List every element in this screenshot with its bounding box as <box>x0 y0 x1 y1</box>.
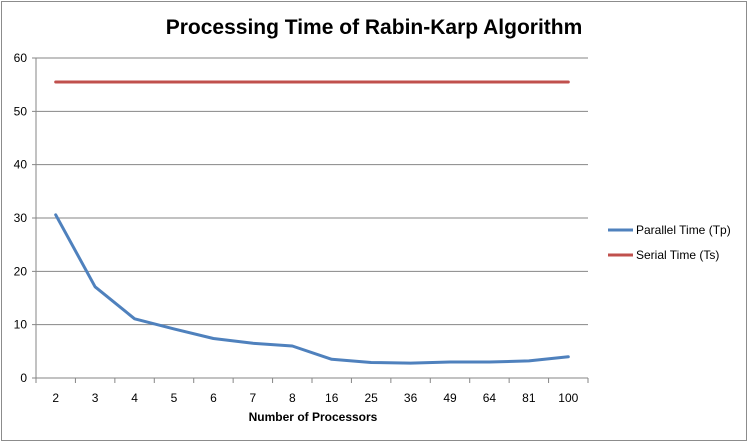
x-tick-label: 6 <box>210 391 217 405</box>
x-axis-ticks: 2 3 4 5 6 7 8 16 25 36 49 64 81 100 <box>35 378 589 405</box>
gridlines <box>32 57 588 379</box>
x-tick-label: 25 <box>364 391 378 405</box>
y-tick-label: 20 <box>14 264 28 278</box>
y-tick-label: 40 <box>14 158 28 172</box>
series-lines <box>54 80 570 365</box>
y-axis-ticks: 0 10 20 30 40 50 60 <box>14 51 28 385</box>
x-tick-label: 7 <box>250 391 257 405</box>
y-tick-label: 0 <box>20 371 27 385</box>
x-tick-label: 100 <box>558 391 578 405</box>
legend-label: Serial Time (Ts) <box>636 248 719 262</box>
series-line-1 <box>54 213 570 365</box>
x-tick-label: 36 <box>404 391 418 405</box>
x-tick-label: 49 <box>443 391 457 405</box>
y-tick-label: 50 <box>14 104 28 118</box>
x-tick-label: 64 <box>483 391 497 405</box>
y-tick-label: 60 <box>14 51 28 65</box>
x-tick-label: 5 <box>171 391 178 405</box>
legend-label: Parallel Time (Tp) <box>636 223 731 237</box>
x-tick-label: 3 <box>92 391 99 405</box>
x-tick-label: 81 <box>522 391 536 405</box>
x-axis-label: Number of Processors <box>249 410 378 424</box>
x-tick-label: 16 <box>325 391 339 405</box>
y-tick-label: 30 <box>14 211 28 225</box>
x-tick-label: 2 <box>52 391 59 405</box>
x-tick-label: 8 <box>289 391 296 405</box>
x-tick-label: 4 <box>131 391 138 405</box>
chart-title: Processing Time of Rabin-Karp Algorithm <box>166 16 583 39</box>
legend: Parallel Time (Tp) Serial Time (Ts) <box>608 223 731 262</box>
y-tick-label: 10 <box>14 318 28 332</box>
